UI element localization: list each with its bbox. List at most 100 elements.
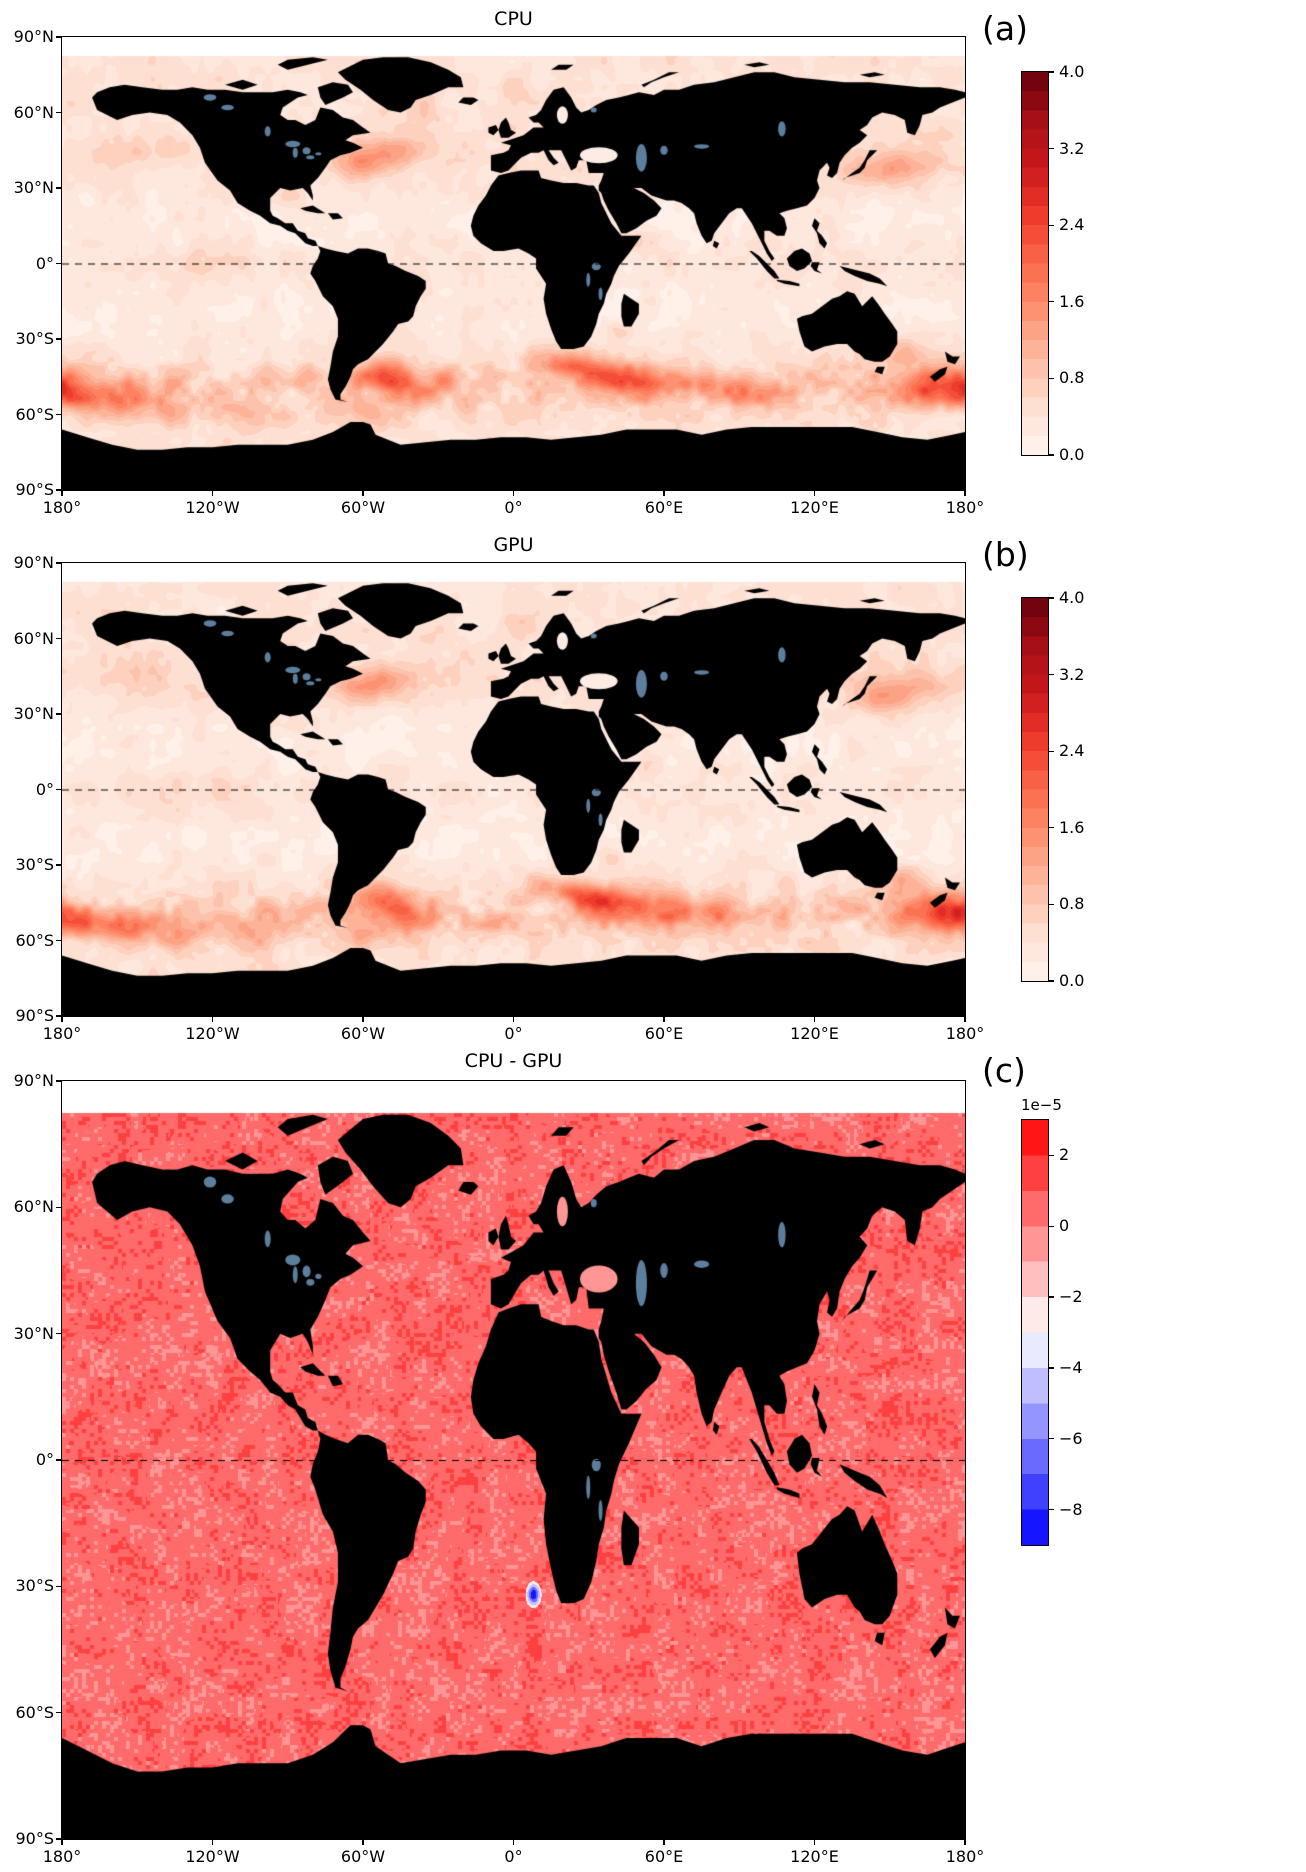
lon-tick-label: 120°E [790,1847,839,1866]
lat-tick-label: 30°N [13,1323,54,1343]
world-map-gpu [61,562,966,1017]
colorbar-tick-label: 2.4 [1059,741,1085,761]
colorbar-scale-label: 1e−5 [1021,1096,1062,1114]
y-tick-mark [56,36,61,38]
colorbar-tick-label: 0.0 [1059,971,1085,990]
y-tick-mark [56,489,61,491]
x-tick-mark [362,1017,364,1022]
y-tick-mark [56,262,61,265]
lon-tick-label: 180° [42,1024,82,1043]
x-tick-mark [813,1840,816,1845]
colorbar-tick-label: −2 [1059,1287,1083,1307]
x-tick-mark [964,1840,966,1845]
colorbar-tick-mark [1049,1438,1054,1440]
y-tick-mark [56,713,61,715]
lat-tick-label: 60°S [15,1702,54,1722]
lat-tick-label: 30°N [13,704,54,723]
colorbar-tick-mark [1049,1154,1054,1156]
lon-tick-label: 0° [504,1847,523,1866]
lat-tick-label: 0° [35,1450,54,1469]
colorbar-tick-mark [1049,903,1054,905]
x-tick-mark [512,1017,515,1022]
colorbar-tick-label: 0 [1059,1216,1070,1236]
lon-tick-label: 120°W [185,498,240,517]
panel-letter-b: (b) [982,535,1029,574]
colorbar-tick-label: 4.0 [1059,62,1085,81]
y-tick-mark [56,1333,61,1335]
colorbar-tick-label: −4 [1059,1357,1083,1377]
lat-tick-label: 0° [35,779,54,799]
y-tick-mark [56,1459,61,1461]
lon-tick-label: 0° [504,498,523,517]
lat-tick-label: 60°N [13,1197,54,1217]
lon-tick-label: 120°W [185,1024,240,1043]
colorbar-tick-mark [1049,980,1054,982]
colorbar-tick-label: 0.0 [1059,445,1085,464]
lat-tick-label: 30°N [13,178,54,197]
colorbar-gpu [1021,597,1049,982]
panel-letter-c: (c) [982,1051,1026,1090]
colorbar-tick-label: −6 [1059,1428,1083,1448]
lon-tick-label: 60°W [340,498,386,517]
lon-tick-label: 180° [945,498,985,517]
lon-tick-label: 60°W [340,1024,386,1043]
x-tick-mark [663,1017,665,1022]
colorbar-tick-mark [1049,1225,1054,1227]
x-tick-mark [663,491,665,496]
world-map-diff [61,1080,966,1840]
colorbar-tick-mark [1049,377,1054,379]
colorbar-tick-label: 2.4 [1059,215,1085,235]
colorbar-tick-mark [1049,674,1054,676]
lon-tick-label: 60°W [340,1847,386,1866]
colorbar-tick-label: 1.6 [1059,817,1085,837]
colorbar-tick-mark [1049,1296,1054,1298]
lon-tick-label: 180° [42,498,82,517]
colorbar-diff [1021,1119,1049,1546]
y-tick-mark [56,1585,61,1587]
lon-tick-label: 180° [945,1847,985,1866]
lon-tick-label: 120°E [790,1024,839,1043]
y-tick-mark [56,111,61,114]
colorbar-tick-mark [1049,1367,1054,1369]
lat-tick-label: 30°S [15,1576,54,1596]
lon-tick-label: 60°E [644,498,684,517]
lat-tick-label: 60°S [15,930,54,950]
lon-tick-label: 120°E [790,498,839,517]
colorbar-tick-mark [1049,301,1054,303]
lat-tick-label: 60°S [15,404,54,424]
world-map-cpu [61,36,966,491]
colorbar-tick-mark [1049,454,1054,456]
lat-tick-label: 90°S [15,1829,54,1848]
lat-tick-label: 90°S [15,480,54,499]
x-tick-mark [964,491,966,496]
colorbar-tick-label: −8 [1059,1499,1083,1519]
x-tick-mark [964,1017,966,1022]
colorbar-tick-label: 1.6 [1059,291,1085,311]
x-tick-mark [663,1840,665,1845]
y-tick-mark [56,338,61,340]
panel-title-gpu: GPU [493,534,534,556]
colorbar-tick-label: 0.8 [1059,368,1085,388]
lat-tick-label: 0° [35,253,54,273]
y-tick-mark [56,1712,61,1714]
colorbar-tick-mark [1049,71,1054,73]
colorbar-tick-mark [1049,148,1054,150]
lon-tick-label: 120°W [185,1847,240,1866]
lon-tick-label: 180° [945,1024,985,1043]
colorbar-tick-mark [1049,224,1054,226]
x-tick-mark [813,491,816,496]
panel-title-diff: CPU - GPU [464,1050,563,1072]
lat-tick-label: 90°N [13,1071,54,1090]
x-tick-mark [512,1840,515,1845]
lat-tick-label: 60°N [13,628,54,648]
colorbar-tick-label: 3.2 [1059,138,1085,158]
y-tick-mark [56,413,61,416]
x-tick-mark [61,1840,63,1845]
x-tick-mark [813,1017,816,1022]
x-tick-mark [211,1017,214,1022]
x-tick-mark [512,491,515,496]
colorbar-tick-mark [1049,827,1054,829]
y-tick-mark [56,562,61,564]
y-tick-mark [56,939,61,942]
